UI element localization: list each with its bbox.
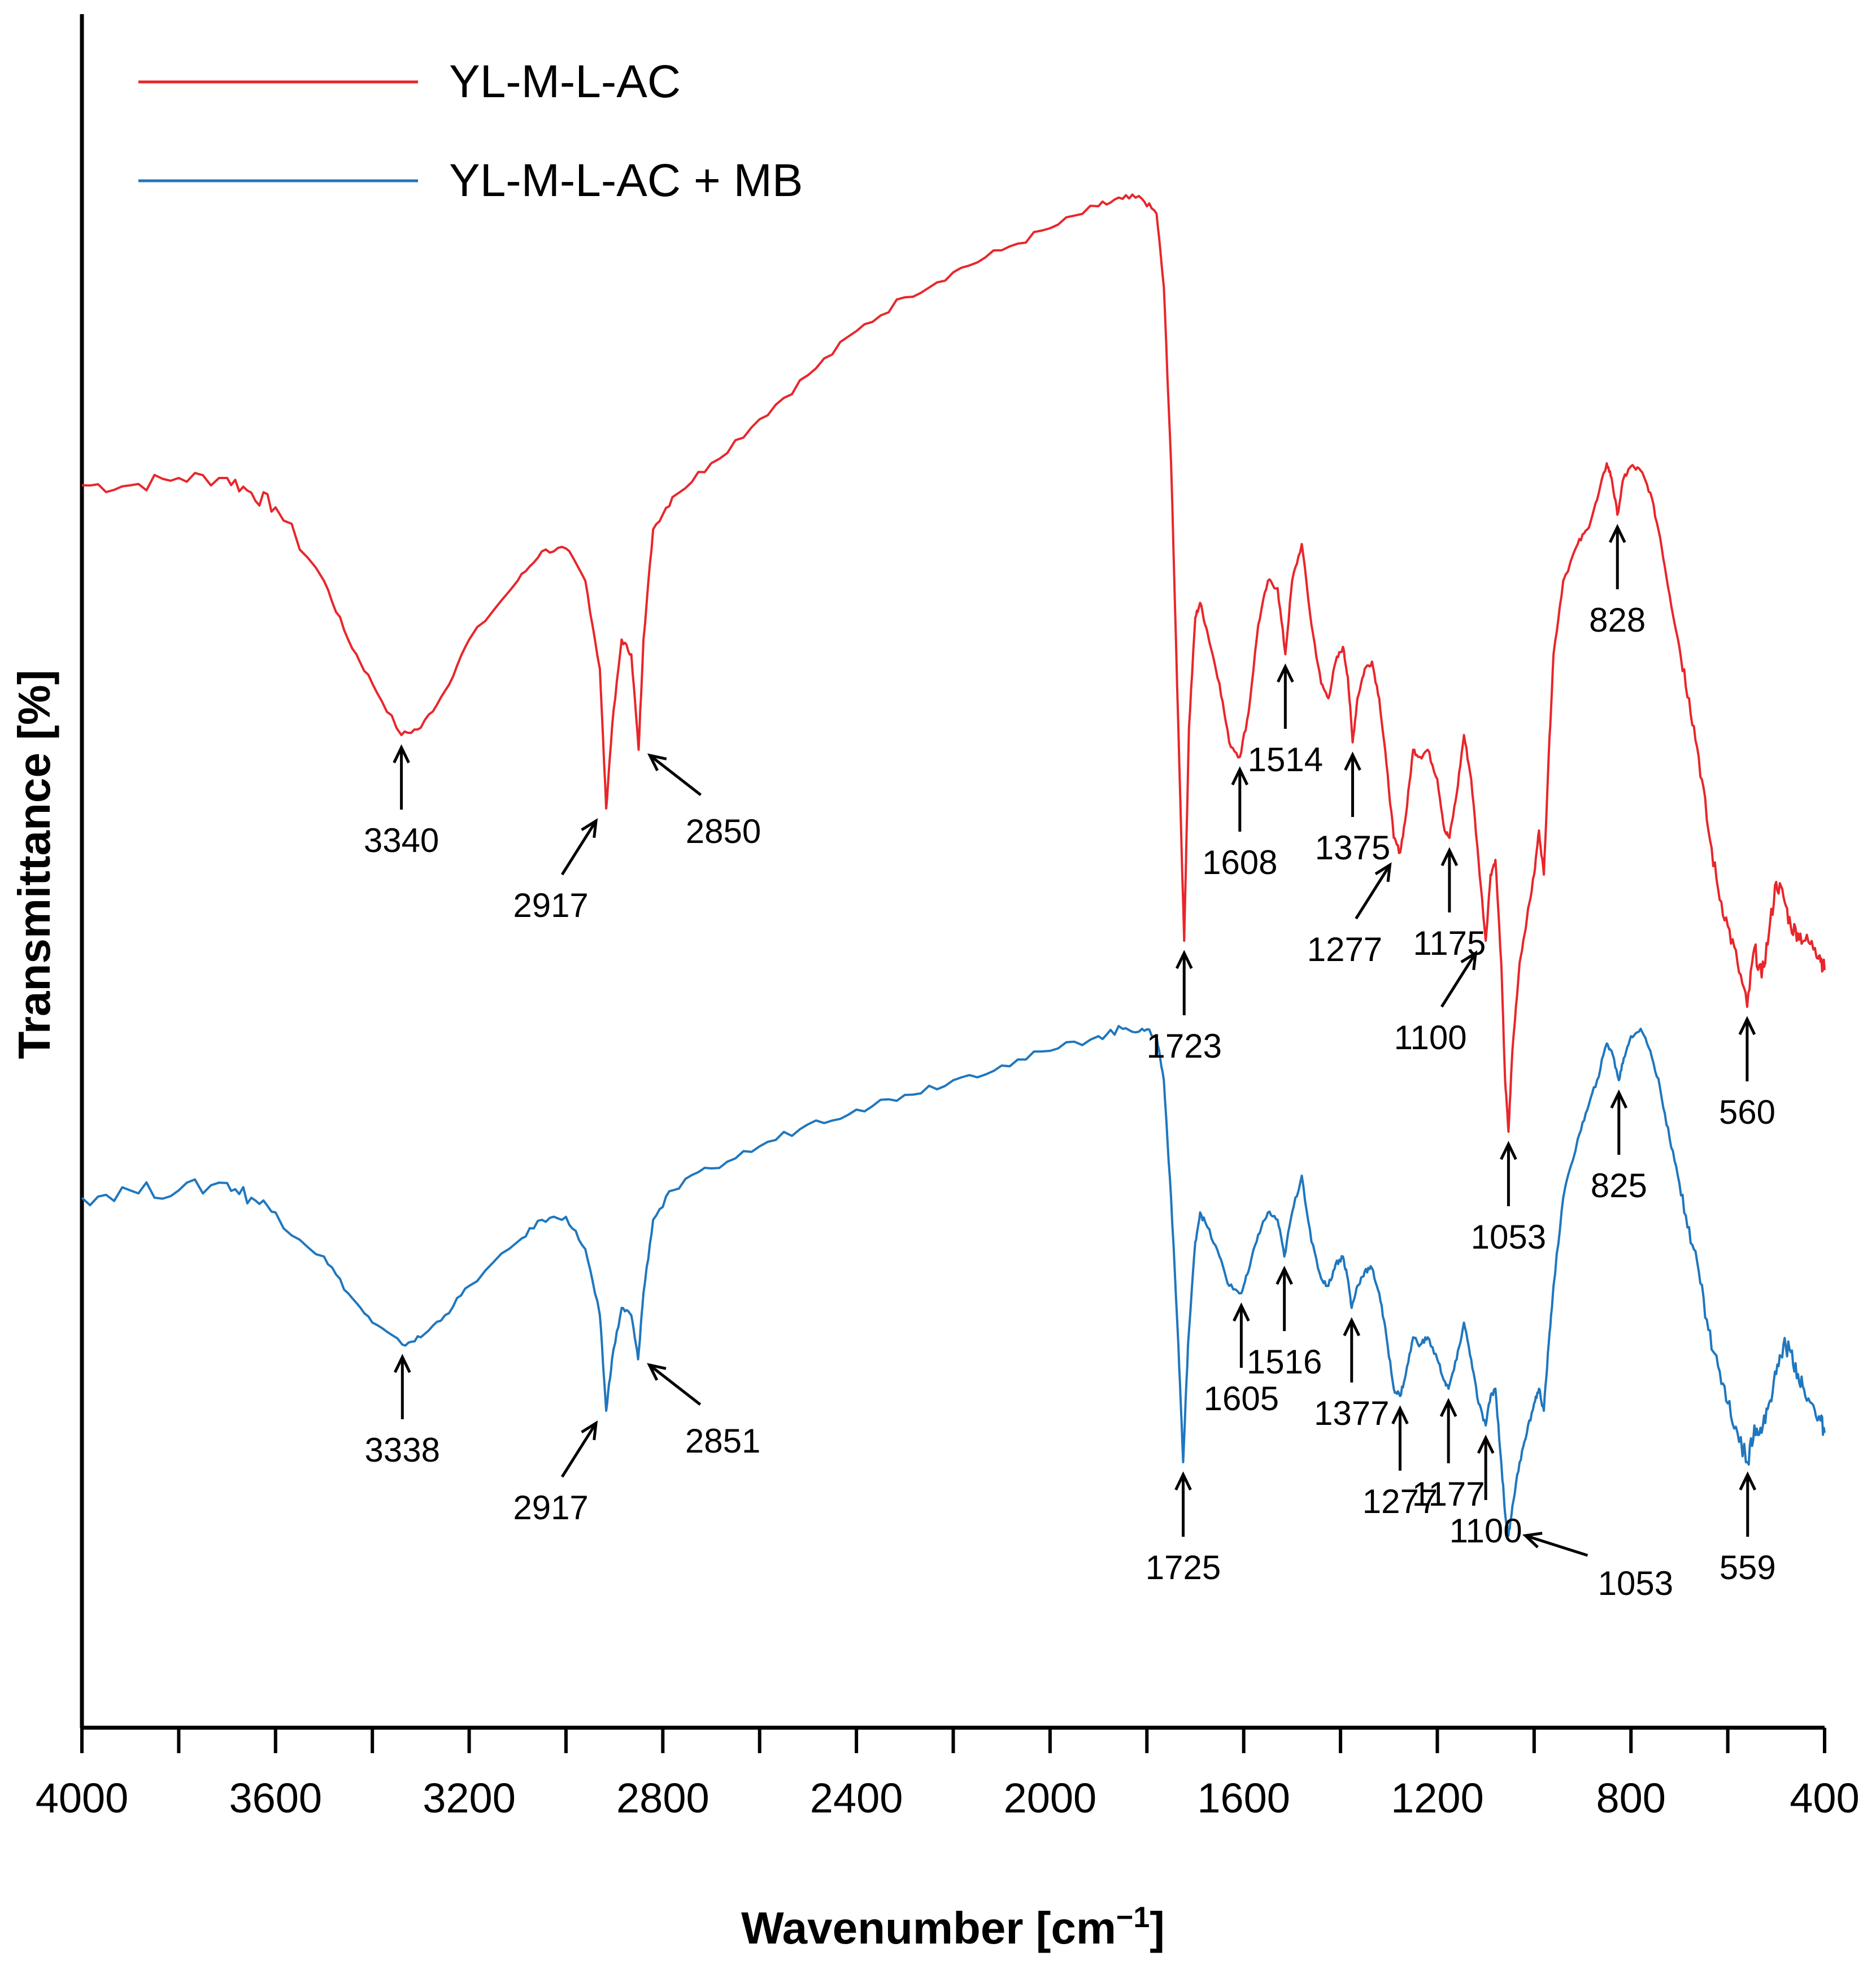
x-tick-label-1600: 1600 [1197, 1775, 1290, 1821]
annotation-label-825: 825 [1591, 1167, 1647, 1205]
annotation-label-1608: 1608 [1202, 844, 1277, 881]
annotation-label-1100: 1100 [1450, 1512, 1522, 1550]
annotation-arrowhead-3338 [393, 1354, 411, 1373]
y-axis-title: Transmittance [%] [9, 670, 59, 1059]
annotation-label-1377: 1377 [1314, 1394, 1389, 1432]
annotation-label-1053: 1053 [1471, 1218, 1546, 1256]
annotation-arrow-2917 [560, 820, 598, 876]
annotation-arrow-2850 [648, 754, 702, 796]
annotation-arrowhead-1177 [1439, 1398, 1457, 1418]
annotation-label-1516: 1516 [1247, 1343, 1322, 1381]
annotation-arrow-1053 [1525, 1534, 1588, 1557]
annotation-arrowhead-2850 [647, 753, 667, 771]
annotation-label-2917: 2917 [513, 1489, 588, 1527]
x-tick-label-2800: 2800 [616, 1775, 710, 1821]
x-tick-label-4000: 4000 [36, 1775, 129, 1821]
annotation-label-1375: 1375 [1315, 829, 1390, 867]
annotation-arrowhead-1605 [1233, 1302, 1250, 1322]
annotation-label-2917: 2917 [513, 886, 588, 924]
annotation-label-1723: 1723 [1147, 1027, 1222, 1065]
series-lines [81, 193, 1826, 1537]
annotation-arrowhead-1377 [1343, 1317, 1361, 1337]
annotation-label-559: 559 [1720, 1549, 1776, 1586]
annotation-label-1605: 1605 [1204, 1380, 1279, 1418]
annotation-label-1177: 1177 [1412, 1475, 1485, 1513]
series-line-1 [81, 193, 1826, 1133]
annotation-label-1514: 1514 [1248, 741, 1323, 779]
annotation-label-3338: 3338 [365, 1431, 440, 1469]
legend: YL-M-L-AC YL-M-L-AC + MB [138, 56, 803, 206]
x-tick-label-3200: 3200 [423, 1775, 516, 1821]
annotation-arrowhead-1725 [1174, 1471, 1192, 1491]
annotation-label-1277: 1277 [1307, 931, 1382, 968]
annotation-arrow-1100 [1440, 952, 1477, 1008]
annotation-arrowhead-1723 [1175, 950, 1193, 970]
x-axis-ticks [80, 1728, 1826, 1753]
annotation-arrow-2917 [560, 1422, 598, 1478]
x-axis-title: Wavenumber [cm−1] [741, 1901, 1165, 1953]
annotation-label-2850: 2850 [686, 812, 761, 850]
legend-label-series-2: YL-M-L-AC + MB [449, 155, 803, 206]
annotation-arrowhead-2917 [581, 1420, 598, 1441]
x-tick-label-800: 800 [1596, 1775, 1665, 1821]
annotation-arrowhead-1516 [1276, 1266, 1293, 1285]
annotation-arrowhead-1375 [1344, 751, 1361, 771]
annotation-arrowhead-828 [1608, 524, 1626, 544]
x-tick-label-2000: 2000 [1004, 1775, 1097, 1821]
annotation-arrow-1277 [1355, 864, 1391, 920]
annotation-arrowhead-1100 [1460, 950, 1478, 971]
annotation-label-3340: 3340 [364, 821, 439, 859]
x-axis-tick-labels: 4000 3600 3200 2800 2400 2000 1600 1200 800 400 [36, 1775, 1860, 1821]
annotation-arrowhead-2851 [647, 1363, 667, 1381]
annotation-label-560: 560 [1719, 1093, 1775, 1131]
x-tick-label-1200: 1200 [1391, 1775, 1484, 1821]
series-line-2 [81, 1025, 1826, 1537]
annotation-arrowhead-825 [1610, 1089, 1628, 1109]
annotation-arrowhead-1100 [1477, 1434, 1495, 1454]
annotation-arrowhead-3340 [393, 744, 410, 764]
legend-label-series-1: YL-M-L-AC [449, 56, 681, 107]
annotation-arrowhead-1608 [1231, 766, 1249, 786]
annotation-label-1100: 1100 [1394, 1019, 1467, 1057]
x-tick-label-400: 400 [1790, 1775, 1859, 1821]
annotation-arrowhead-559 [1739, 1471, 1757, 1491]
annotation-arrowhead-1277 [1374, 862, 1392, 882]
annotation-arrowhead-1053 [1522, 1532, 1543, 1549]
annotation-arrowhead-2917 [581, 818, 598, 838]
annotation-arrowhead-1053 [1500, 1141, 1517, 1160]
annotation-label-1725: 1725 [1146, 1549, 1221, 1586]
annotation-label-2851: 2851 [685, 1422, 760, 1460]
annotation-arrowhead-1277 [1391, 1405, 1409, 1425]
x-tick-label-3600: 3600 [229, 1775, 322, 1821]
annotation-label-1277: 1277 [1363, 1483, 1438, 1520]
annotation-arrowhead-1514 [1277, 663, 1294, 683]
annotation-arrowhead-1175 [1440, 847, 1459, 867]
annotation-arrow-2851 [648, 1364, 702, 1406]
annotation-label-828: 828 [1589, 601, 1646, 639]
x-tick-label-2400: 2400 [810, 1775, 903, 1821]
annotation-label-1053: 1053 [1598, 1564, 1673, 1602]
annotation-arrowhead-560 [1738, 1016, 1756, 1036]
